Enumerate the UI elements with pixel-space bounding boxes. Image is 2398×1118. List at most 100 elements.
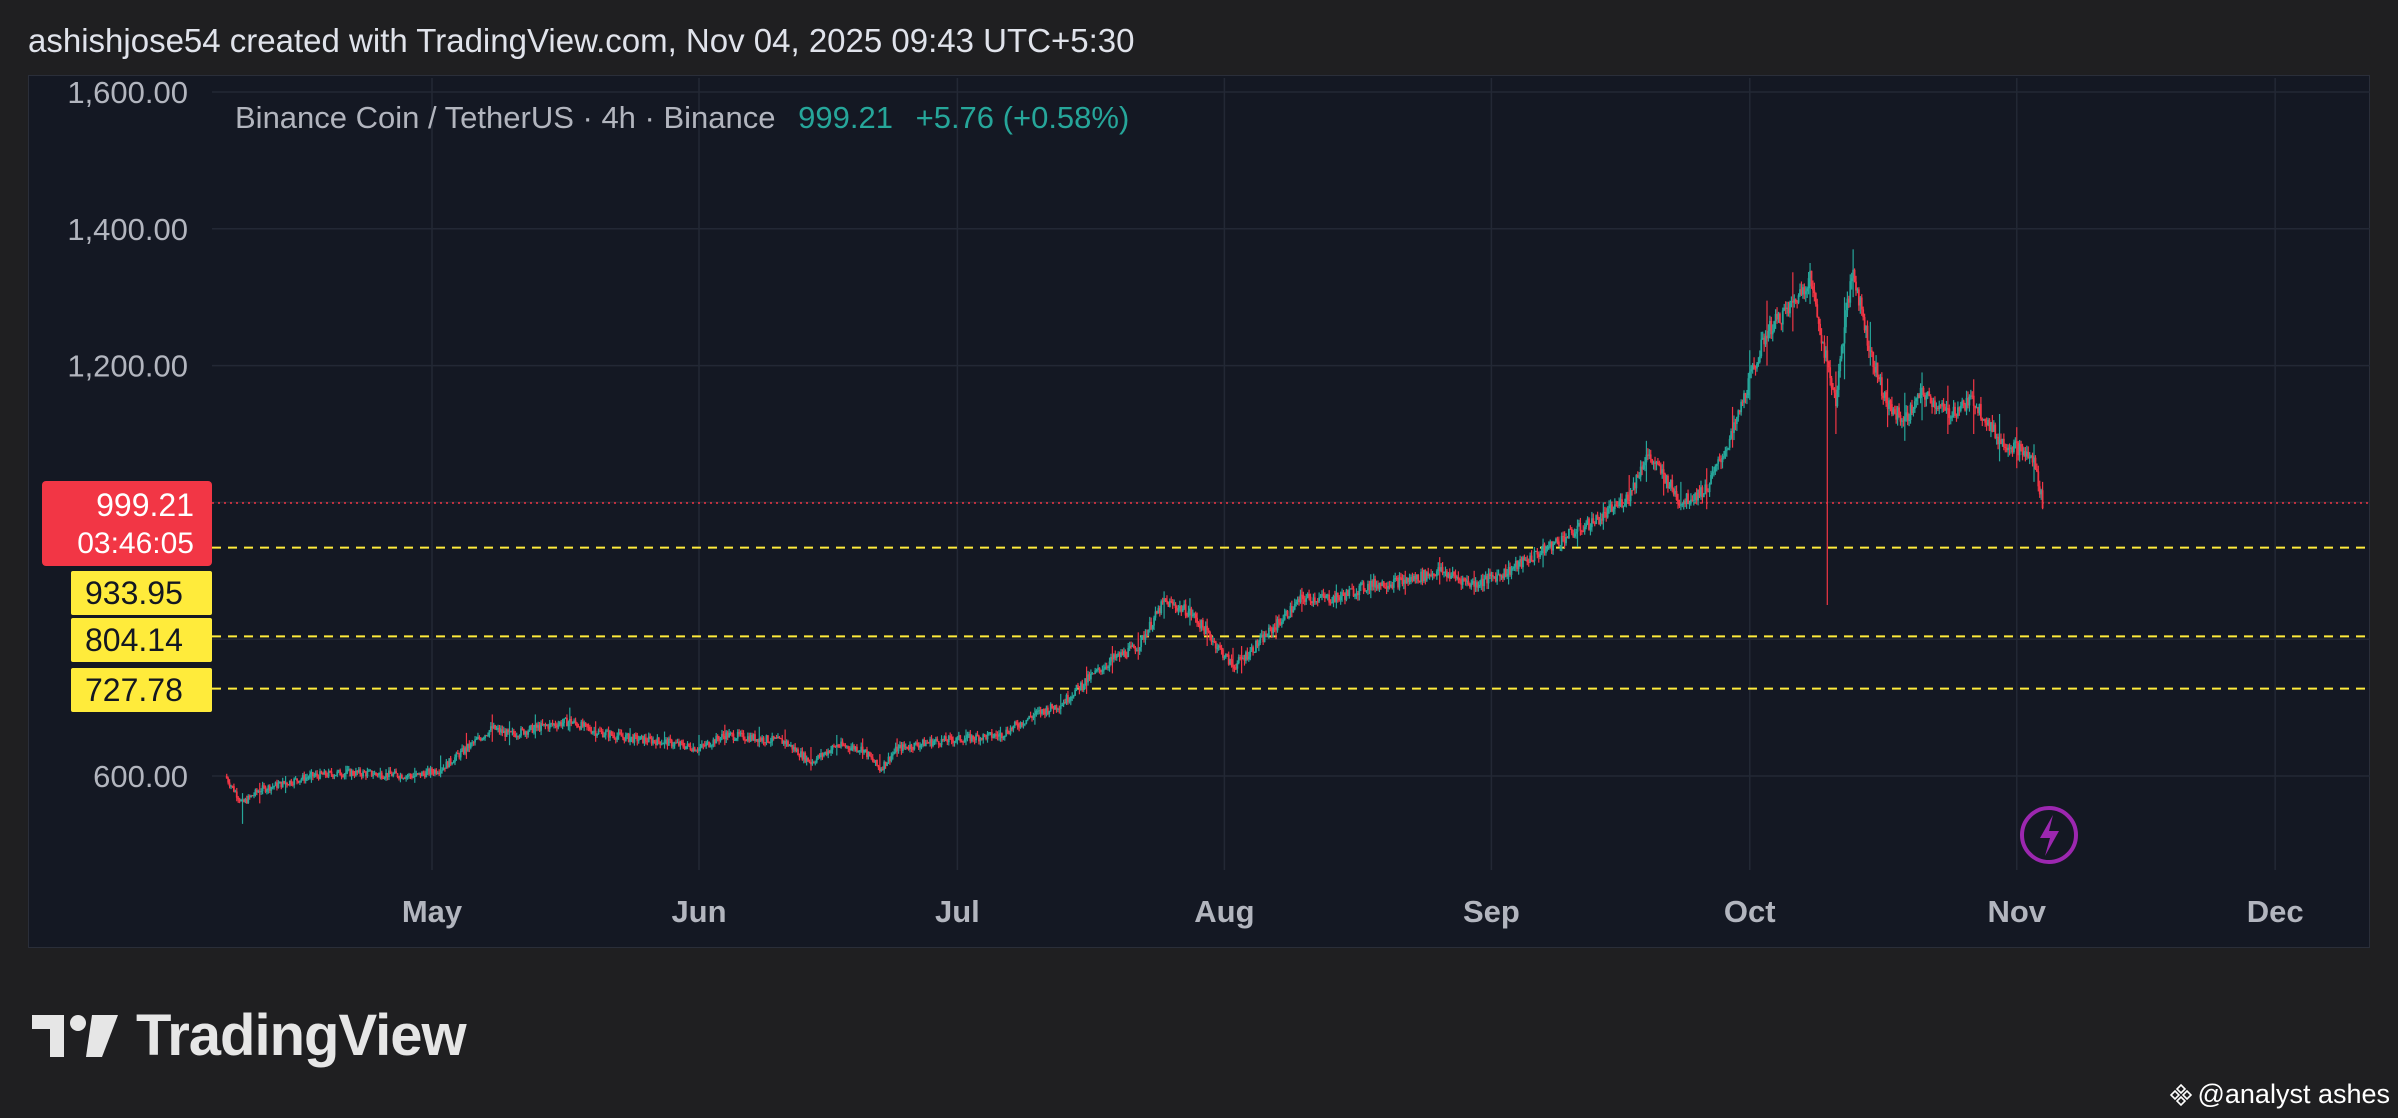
- tradingview-logo[interactable]: TradingView: [32, 1002, 467, 1069]
- candle-body: [1822, 342, 1824, 344]
- candle-body: [266, 789, 268, 792]
- candle-body: [1770, 320, 1773, 335]
- candle-body: [1583, 526, 1586, 532]
- candle-body: [1089, 673, 1092, 680]
- candle-body: [1180, 606, 1183, 612]
- candle-body: [455, 752, 458, 758]
- candle-body: [464, 747, 466, 754]
- candle-body: [1768, 320, 1771, 331]
- candle-body: [907, 748, 910, 750]
- candle-body: [953, 741, 956, 743]
- candle-body: [311, 772, 314, 777]
- candle-body: [1880, 377, 1883, 396]
- candle-body: [1374, 578, 1377, 588]
- candle-body: [857, 750, 860, 752]
- candle-body: [1981, 418, 1984, 421]
- candle-body: [1479, 584, 1481, 587]
- candle-body: [815, 758, 818, 763]
- candle-body: [518, 735, 521, 738]
- candle-body: [678, 742, 680, 746]
- candle-body: [1820, 335, 1823, 344]
- candle-body: [1497, 574, 1500, 576]
- candle-body: [1114, 654, 1117, 658]
- candle-body: [329, 771, 331, 773]
- candle-body: [441, 770, 443, 772]
- candle-body: [1576, 525, 1579, 532]
- candle-body: [1395, 577, 1398, 579]
- candle-body: [1533, 551, 1536, 562]
- candle-body: [260, 791, 263, 793]
- candle-body: [685, 746, 687, 749]
- candle-body: [1133, 645, 1135, 649]
- candle-body: [794, 747, 797, 751]
- candle-body: [363, 771, 366, 773]
- candle-body: [287, 784, 290, 786]
- candle-body: [1550, 541, 1553, 551]
- candle-body: [431, 768, 433, 773]
- candle-body: [563, 718, 565, 723]
- candle-body: [1563, 536, 1566, 544]
- candle-body: [1125, 656, 1128, 658]
- candle-body: [1839, 358, 1842, 372]
- candle-body: [1019, 722, 1022, 728]
- candle-body: [1091, 673, 1094, 675]
- candle-body: [1601, 518, 1603, 521]
- candle-body: [1612, 509, 1615, 512]
- candle-body: [1387, 585, 1389, 589]
- candle-body: [1315, 601, 1318, 603]
- candle-body: [1427, 572, 1430, 577]
- candle-body: [1242, 658, 1244, 660]
- chart-panel[interactable]: [28, 75, 2370, 948]
- candle-body: [762, 737, 765, 743]
- candle-body: [619, 732, 621, 734]
- candle-body: [767, 735, 769, 743]
- candle-body: [459, 751, 462, 758]
- candle-body: [1499, 574, 1501, 577]
- candle-body: [1789, 302, 1791, 314]
- candle-body: [1214, 641, 1217, 649]
- candle-body: [1684, 501, 1687, 504]
- candle-body: [2034, 457, 2037, 470]
- candle-body: [1390, 584, 1392, 587]
- candle-body: [831, 745, 834, 750]
- candle-body: [1707, 491, 1710, 493]
- candle-body: [399, 774, 402, 779]
- candle-body: [1837, 371, 1840, 390]
- candle-body: [1131, 645, 1134, 647]
- candle-body: [1049, 704, 1052, 711]
- candle-body: [603, 735, 606, 738]
- candle-body: [844, 745, 847, 747]
- candle-body: [814, 762, 817, 764]
- candle-body: [1388, 585, 1391, 587]
- candle-body: [1824, 350, 1827, 358]
- candle-body: [883, 761, 886, 770]
- candle-body: [1909, 404, 1912, 421]
- candle-body: [976, 734, 979, 737]
- lightning-icon[interactable]: [2020, 806, 2078, 864]
- candle-body: [853, 745, 855, 750]
- candle-body: [963, 739, 966, 743]
- candle-body: [309, 774, 311, 778]
- candle-body: [2030, 455, 2033, 458]
- candle-body: [670, 739, 673, 747]
- candle-body: [580, 721, 583, 730]
- candle-body: [423, 773, 426, 778]
- candle-body: [742, 732, 745, 740]
- x-axis: May Jun Jul Aug Sep Oct Nov Dec: [402, 894, 2304, 929]
- candle-body: [795, 749, 798, 751]
- candle-body: [1293, 603, 1296, 610]
- candle-body: [593, 730, 596, 732]
- candle-body: [1779, 313, 1781, 324]
- candle-body: [1590, 518, 1593, 528]
- candle-body: [1885, 392, 1888, 404]
- candle-body: [1892, 409, 1895, 415]
- candle-body: [382, 777, 385, 779]
- candle-body: [1461, 578, 1464, 585]
- candle-body: [583, 722, 586, 727]
- candle-body: [1346, 590, 1349, 597]
- candle-body: [491, 726, 494, 729]
- candle-body: [2033, 457, 2035, 463]
- candle-body: [926, 742, 929, 744]
- candle-body: [2007, 447, 2010, 451]
